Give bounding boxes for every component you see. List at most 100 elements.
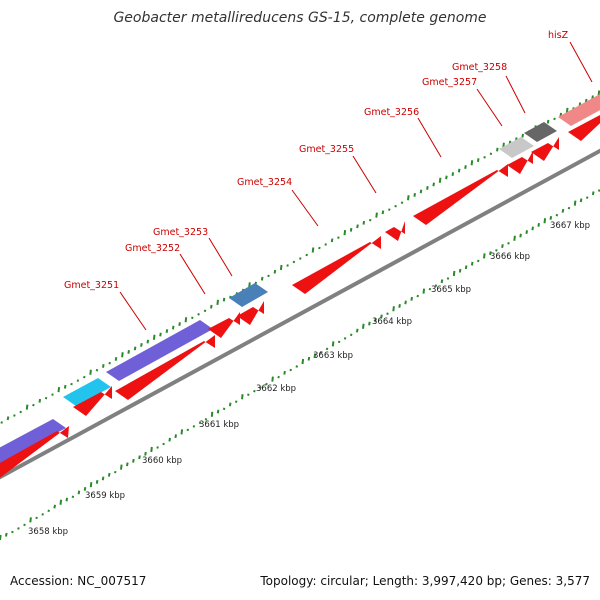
gc-tick xyxy=(89,482,93,488)
gc-tick xyxy=(159,332,162,337)
gc-tick xyxy=(324,243,327,246)
kbp-label: 3659 kbp xyxy=(85,491,125,501)
gc-tick xyxy=(495,249,498,252)
gc-tick xyxy=(35,516,38,520)
gc-tick xyxy=(561,208,565,213)
cds-feature-gmet3254[interactable] xyxy=(292,236,381,294)
kbp-label: 3662 kbp xyxy=(256,384,296,394)
cds-feature-gmet3258[interactable] xyxy=(531,137,559,161)
gc-tick xyxy=(513,235,516,241)
gc-tick xyxy=(388,208,391,211)
gc-tick xyxy=(174,434,177,439)
gc-tick xyxy=(295,365,299,368)
genome-backbone xyxy=(0,148,600,480)
gene-label-gmet3252[interactable]: Gmet_3252 xyxy=(125,243,180,254)
gc-tick xyxy=(519,233,522,238)
gc-tick xyxy=(343,229,347,236)
gc-tick xyxy=(47,509,50,513)
gc-tick xyxy=(11,530,14,534)
gc-tick xyxy=(277,375,280,379)
gc-tick xyxy=(579,198,583,203)
cds-feature[interactable] xyxy=(73,386,112,416)
gc-tick xyxy=(140,343,143,347)
gc-tick xyxy=(356,224,359,229)
gc-tick xyxy=(362,323,365,329)
gene-label-gmet3258[interactable]: Gmet_3258 xyxy=(452,62,507,73)
gc-tick xyxy=(416,294,420,298)
gc-tick xyxy=(102,364,105,368)
label-leader-lines xyxy=(119,41,593,331)
gc-tick xyxy=(13,414,16,417)
gc-tick xyxy=(585,196,589,199)
gc-tick xyxy=(476,158,480,162)
cds-feature[interactable] xyxy=(0,426,69,483)
gc-tick xyxy=(162,442,165,446)
cog-feature-dark-gray-gmet3258[interactable] xyxy=(524,122,557,142)
gc-tick xyxy=(23,523,26,527)
gc-tick xyxy=(464,165,467,169)
cog-feature-row xyxy=(0,94,600,467)
gc-tick xyxy=(273,269,277,274)
gc-tick xyxy=(95,480,99,484)
gc-tick xyxy=(343,337,347,340)
gc-tick xyxy=(65,497,69,502)
gc-tick xyxy=(438,177,442,183)
gc-tick xyxy=(70,382,73,386)
cog-feature-purple-gmet3251[interactable] xyxy=(106,320,213,381)
cog-feature-cyan[interactable] xyxy=(63,378,111,406)
cds-feature-hisz[interactable] xyxy=(568,111,600,141)
gc-tick xyxy=(349,333,353,337)
gc-tick xyxy=(428,287,432,291)
gc-tick xyxy=(216,299,219,306)
gc-tick xyxy=(483,156,486,159)
gc-tick xyxy=(51,393,54,396)
gene-label-gmet3253[interactable]: Gmet_3253 xyxy=(153,227,208,238)
gc-tick xyxy=(368,218,372,222)
cds-feature-gmet3251[interactable] xyxy=(115,335,215,400)
gc-tick xyxy=(555,213,559,217)
gc-tick xyxy=(259,386,262,389)
cds-feature-row xyxy=(0,111,600,483)
cds-feature-gmet3256[interactable] xyxy=(413,164,508,225)
genome-summary-text: Topology: circular; Length: 3,997,420 bp… xyxy=(259,574,590,588)
gc-tick xyxy=(394,204,397,208)
gc-tick xyxy=(419,189,423,194)
gc-tick xyxy=(101,476,105,481)
kbp-label: 3658 kbp xyxy=(28,527,68,537)
gc-tick xyxy=(489,251,492,256)
gene-label-gmet3255[interactable]: Gmet_3255 xyxy=(299,144,354,155)
gc-tick xyxy=(319,351,323,354)
gc-tick xyxy=(470,261,474,266)
gc-tick xyxy=(445,175,448,180)
gc-tick xyxy=(476,259,480,263)
gc-tick xyxy=(375,212,378,218)
gc-tick xyxy=(83,487,87,491)
gc-tick xyxy=(286,264,289,267)
gc-tick xyxy=(507,242,510,245)
cds-feature-gmet3253[interactable] xyxy=(237,301,264,325)
gc-tick xyxy=(247,393,250,396)
kbp-label: 3661 kbp xyxy=(199,420,239,430)
gc-tick xyxy=(260,276,264,281)
cog-feature-purple-left[interactable] xyxy=(0,419,66,467)
gene-label-gmet3257[interactable]: Gmet_3257 xyxy=(422,77,477,88)
gc-tick xyxy=(178,322,181,326)
gc-tick xyxy=(289,368,292,372)
gc-tick xyxy=(198,421,202,425)
cog-feature-light-gray-gmet3257[interactable] xyxy=(499,137,534,158)
gc-tick xyxy=(426,186,429,190)
gc-tick xyxy=(138,455,141,460)
gene-label-gmet3254[interactable]: Gmet_3254 xyxy=(237,177,292,188)
gene-label-gmet3251[interactable]: Gmet_3251 xyxy=(64,280,119,291)
cog-feature-pink-hisz[interactable] xyxy=(558,94,600,126)
gc-tick xyxy=(114,470,117,474)
gc-tick xyxy=(398,304,401,308)
cds-feature-gmet3255[interactable] xyxy=(385,221,405,241)
gc-tick xyxy=(301,358,305,365)
cog-feature-steel-gmet3253[interactable] xyxy=(229,283,268,307)
gene-label-gmet3256[interactable]: Gmet_3256 xyxy=(364,107,419,118)
gc-tick xyxy=(567,206,571,210)
gene-label-hisz[interactable]: hisZ xyxy=(548,30,569,41)
cds-feature-gmet3257[interactable] xyxy=(507,151,533,174)
cds-feature-gmet3252[interactable] xyxy=(208,312,240,338)
